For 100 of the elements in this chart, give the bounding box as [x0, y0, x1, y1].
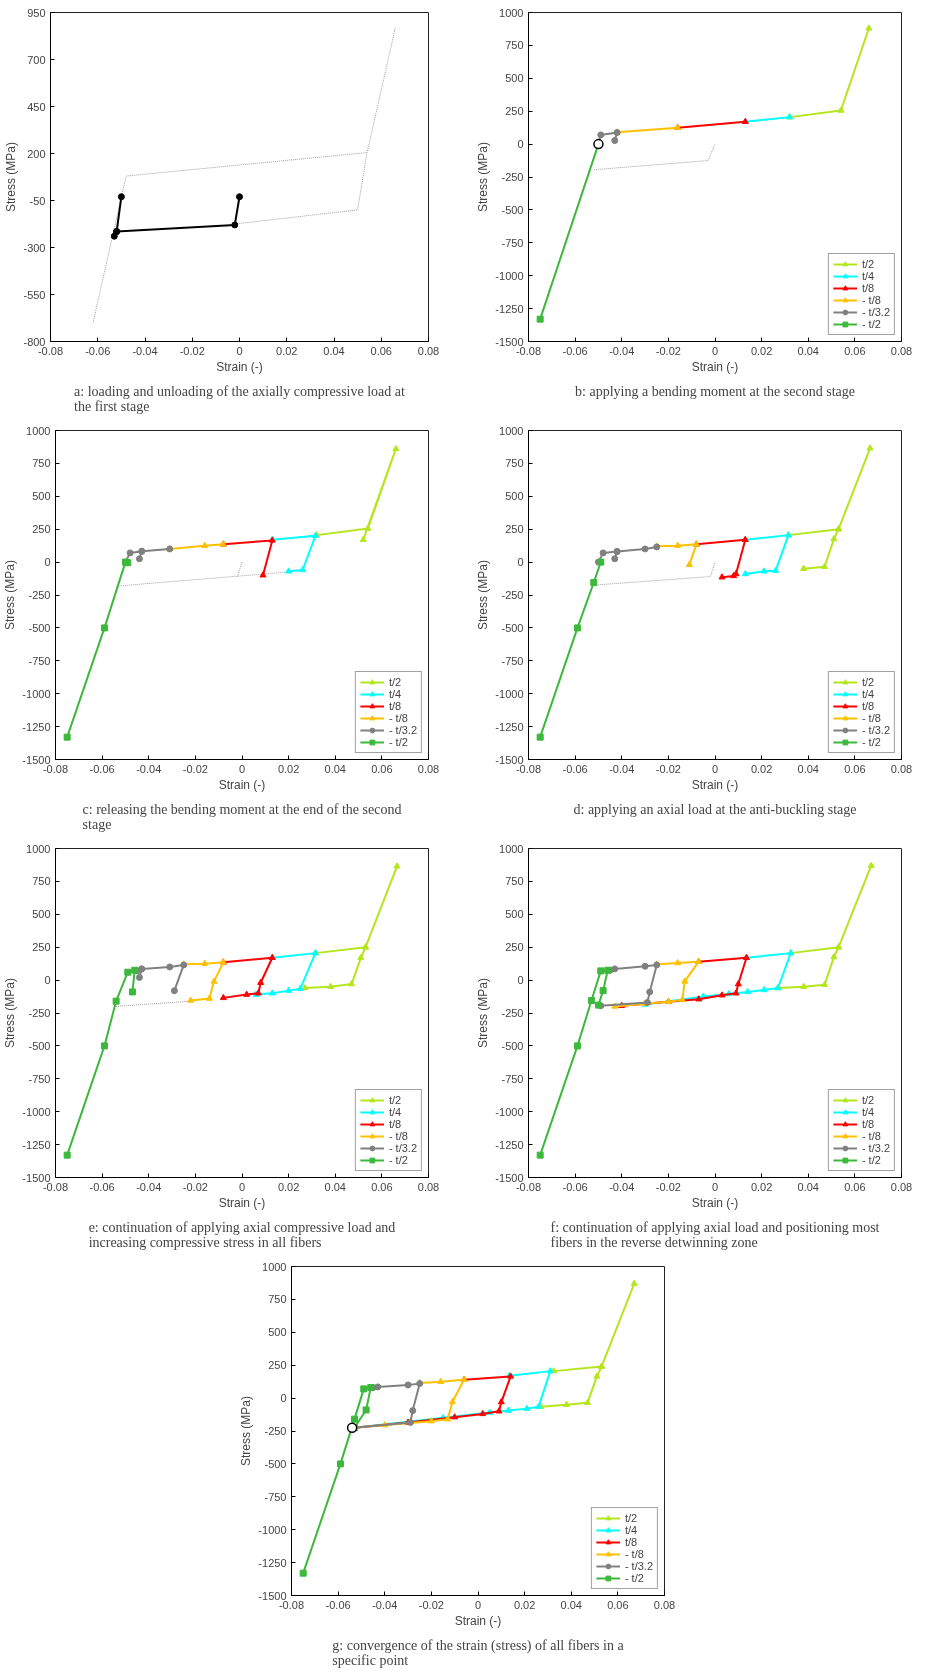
x-tick-label: -0.06	[562, 762, 588, 775]
y-tick-label: -500	[264, 1457, 287, 1470]
y-tick-label: -500	[501, 203, 524, 216]
x-tick-label: 0.08	[890, 344, 913, 357]
y-axis-title: Stress (MPa)	[476, 977, 491, 1048]
legend-label: - t/8	[861, 1130, 882, 1142]
x-axis-title: Strain (-)	[691, 359, 739, 374]
x-axis-title: Strain (-)	[691, 777, 739, 792]
legend-label: - t/3.2	[388, 1142, 417, 1154]
y-tick-label: 450	[27, 100, 46, 113]
legend-label: t/4	[388, 1106, 403, 1118]
y-tick-label: 0	[44, 556, 51, 569]
x-tick-label: 0.02	[750, 762, 773, 775]
legend-label: t/8	[624, 1536, 639, 1548]
legend-label: t/8	[861, 700, 876, 712]
x-tick-label: 0.04	[797, 344, 819, 357]
x-tick-label: 0.06	[371, 1180, 393, 1193]
y-tick-label: 1000	[26, 424, 51, 437]
y-tick-label: -1250	[495, 1138, 524, 1151]
x-tick-label: -0.04	[609, 1180, 635, 1193]
x-tick-label: 0.04	[797, 762, 819, 775]
x-tick-label: 0.02	[277, 1180, 300, 1193]
y-tick-label: 0	[517, 974, 524, 987]
y-tick-label: -1000	[22, 1105, 51, 1118]
y-tick-label: -500	[28, 1039, 51, 1052]
legend-label: - t/2	[624, 1572, 645, 1584]
legend-label: t/4	[388, 688, 403, 700]
y-axis-title: Stress (MPa)	[476, 559, 491, 630]
y-tick-label: 250	[505, 523, 524, 536]
legend-label: t/4	[624, 1524, 639, 1536]
y-tick-label: 750	[32, 875, 51, 888]
y-tick-label: 250	[32, 941, 51, 954]
x-tick-label: 0.04	[797, 1180, 819, 1193]
x-tick-label: -0.02	[179, 344, 205, 357]
legend-label: - t/2	[861, 1154, 882, 1166]
x-tick-label: 0	[238, 762, 246, 775]
x-axis-title: Strain (-)	[216, 359, 263, 374]
x-tick-label: 0.06	[844, 344, 866, 357]
text: e: continuation of applying axial compressive load and increasing compressive stress in all fibers	[88, 1219, 396, 1250]
y-tick-label: 500	[505, 72, 524, 85]
y-tick-label: -250	[264, 1425, 287, 1437]
x-tick-label: 0.06	[844, 762, 866, 775]
y-tick-label: 500	[32, 490, 51, 503]
y-axis-title: Stress (MPa)	[239, 1395, 254, 1466]
y-tick-label: -250	[28, 589, 51, 601]
legend-label: t/4	[861, 688, 876, 700]
y-tick-label: 500	[505, 908, 524, 921]
y-tick-label: -550	[23, 288, 46, 301]
y-tick-label: -1250	[22, 1138, 51, 1151]
x-tick-label: 0	[711, 1180, 719, 1193]
x-tick-label: 0.08	[417, 344, 440, 357]
y-axis-title: Stress (MPa)	[3, 977, 18, 1048]
y-tick-label: -250	[28, 1007, 51, 1019]
legend-label: - t/2	[388, 736, 409, 748]
y-tick-label: 0	[517, 556, 524, 569]
y-tick-label: 950	[27, 6, 46, 19]
y-tick-label: -250	[501, 589, 524, 601]
x-tick-label: 0.04	[324, 1180, 346, 1193]
legend-label: - t/3.2	[861, 306, 890, 318]
y-axis-title: Stress (MPa)	[3, 559, 18, 630]
text: d: applying an axial load at the anti-buckling stage	[573, 801, 857, 817]
legend-label: - t/3.2	[388, 724, 417, 736]
legend-label: - t/8	[861, 294, 882, 306]
x-tick-label: 0.04	[560, 1598, 582, 1611]
x-tick-label: -0.02	[655, 762, 681, 775]
x-tick-label: 0.06	[844, 1180, 866, 1193]
legend-label: - t/3.2	[624, 1560, 653, 1572]
y-tick-label: 1000	[499, 424, 524, 437]
y-tick-label: -250	[501, 171, 524, 183]
y-tick-label: -250	[501, 1007, 524, 1019]
x-tick-label: -0.06	[89, 1180, 115, 1193]
y-tick-label: -50	[29, 194, 46, 207]
y-tick-label: 700	[27, 53, 46, 66]
y-tick-label: -300	[23, 241, 46, 254]
y-tick-label: -1250	[258, 1556, 287, 1569]
x-tick-label: 0.08	[890, 1180, 913, 1193]
legend-label: t/2	[861, 258, 876, 270]
legend-label: t/2	[861, 1094, 876, 1106]
y-tick-label: -1000	[495, 687, 524, 700]
y-tick-label: 0	[517, 138, 524, 151]
x-tick-label: 0	[474, 1598, 482, 1611]
y-tick-label: 1000	[26, 842, 51, 855]
x-tick-label: -0.02	[182, 762, 208, 775]
y-tick-label: -750	[28, 1072, 51, 1085]
y-tick-label: -750	[501, 236, 524, 249]
y-tick-label: -1000	[495, 1105, 524, 1118]
legend-label: t/2	[388, 1094, 403, 1106]
x-axis-title: Strain (-)	[454, 1613, 502, 1628]
y-tick-label: -500	[501, 1039, 524, 1052]
y-tick-label: 250	[505, 105, 524, 118]
y-tick-label: -750	[501, 654, 524, 667]
legend-label: - t/8	[388, 1130, 409, 1142]
legend-label: - t/3.2	[861, 724, 890, 736]
y-tick-label: 0	[44, 974, 51, 987]
x-tick-label: 0.02	[276, 344, 298, 357]
y-axis-title: Stress (MPa)	[476, 141, 491, 212]
x-axis-title: Strain (-)	[218, 1195, 266, 1210]
x-tick-label: 0	[236, 344, 243, 357]
legend-label: t/8	[861, 1118, 876, 1130]
x-tick-label: -0.02	[418, 1598, 444, 1611]
